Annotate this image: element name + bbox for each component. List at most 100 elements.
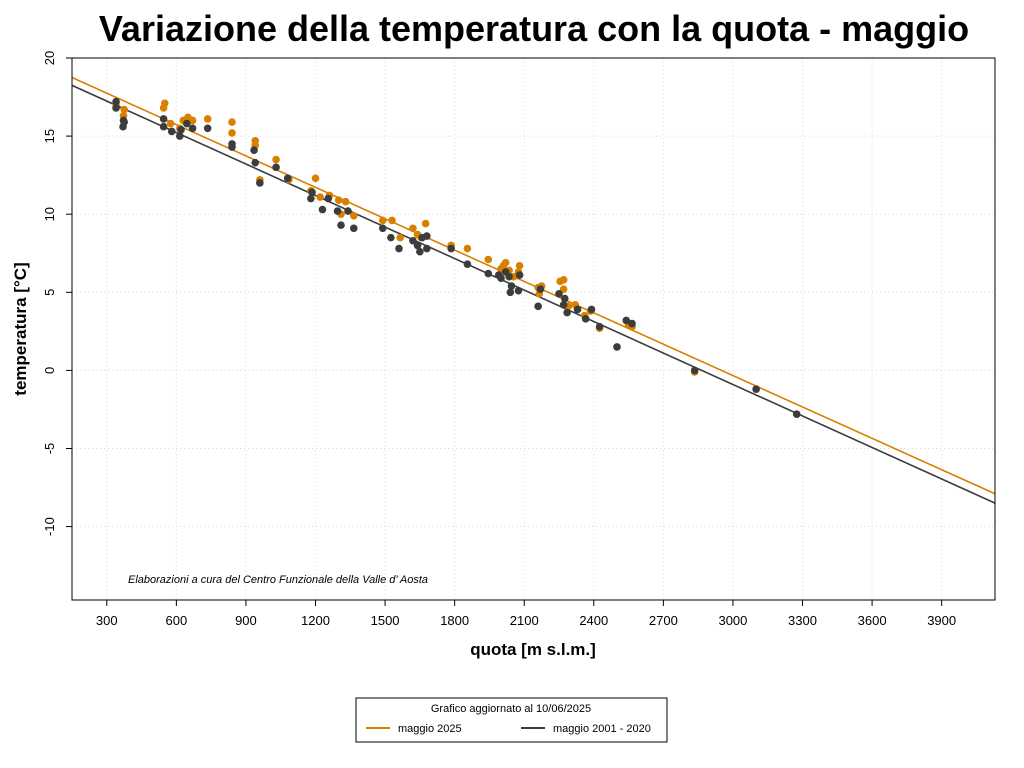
data-point-1 [559,300,568,309]
data-point-1 [167,127,176,136]
data-point-0 [341,197,350,206]
data-point-1 [283,174,292,183]
data-point-1 [595,322,604,331]
trend-line-1 [71,84,996,504]
y-tick-label: 10 [42,207,57,221]
data-point-1 [337,221,345,229]
data-point-1 [463,260,472,268]
data-point-0 [311,174,320,183]
y-tick-label: -5 [42,443,57,455]
credit-note: Elaborazioni a cura del Centro Funzional… [128,574,428,586]
data-point-0 [501,258,510,267]
data-point-1 [628,319,636,328]
trend-line-0 [71,76,996,495]
x-tick-label: 900 [235,613,257,628]
data-point-1 [423,232,431,240]
data-point-1 [484,269,493,278]
data-point-1 [203,124,212,133]
data-point-1 [349,224,358,233]
data-point-1 [159,122,168,131]
data-point-1 [176,132,184,140]
data-point-0 [559,275,568,284]
x-tick-label: 1800 [440,613,469,628]
data-point-1 [622,316,631,325]
x-axis-label: quota [m s.l.m.] [470,640,596,659]
data-point-1 [182,119,191,128]
y-tick-label: 20 [42,51,57,65]
legend: Grafico aggiornato al 10/06/2025 maggio … [355,697,668,743]
y-axis-label: temperatura [°C] [11,262,30,395]
data-point-1 [416,247,424,256]
x-tick-label: 2700 [649,613,678,628]
data-point-0 [228,129,236,137]
legend-box [355,697,668,743]
data-point-1 [344,207,352,215]
data-point-1 [120,118,128,126]
x-tick-label: 1500 [371,613,400,628]
data-point-1 [256,179,264,187]
data-point-1 [587,305,596,314]
y-tick-label: -10 [42,517,57,536]
y-tick-label: 5 [42,289,57,296]
legend-label-2025: maggio 2025 [398,723,462,735]
data-point-1 [307,194,315,203]
x-tick-label: 3300 [788,613,817,628]
data-point-1 [409,236,417,245]
x-tick-label: 3000 [718,613,747,628]
data-point-1 [514,286,523,295]
x-tick-label: 2400 [579,613,608,628]
data-point-1 [112,97,120,106]
data-point-0 [409,224,417,233]
data-point-0 [166,119,175,128]
plot-frame [71,57,996,601]
data-point-1 [333,207,342,215]
x-tick-label: 2100 [510,613,539,628]
y-tick-label: 15 [42,129,57,143]
data-point-1 [159,115,168,123]
chart-title: Variazione della temperatura con la quot… [99,8,969,49]
data-point-0 [316,193,324,201]
data-point-1 [250,146,258,154]
data-point-1 [318,205,327,214]
data-point-1 [555,290,563,298]
data-point-1 [188,124,197,133]
data-point-0 [160,99,169,108]
data-point-1 [563,308,571,317]
data-point-0 [203,115,212,123]
data-point-1 [378,224,387,233]
data-point-1 [251,158,260,167]
data-point-1 [506,288,515,297]
data-point-1 [505,272,513,281]
data-point-0 [388,216,396,225]
data-point-1 [613,343,621,351]
data-point-1 [112,104,120,112]
data-point-0 [349,211,358,220]
data-point-1 [536,285,545,293]
data-point-1 [395,244,403,253]
data-point-1 [573,305,582,314]
data-point-0 [188,116,197,125]
legend-label-2001-2020: maggio 2001 - 2020 [553,723,651,735]
data-point-0 [559,285,568,293]
data-point-1 [387,233,395,242]
data-point-1 [447,244,455,253]
x-tick-label: 300 [96,613,118,628]
data-points [112,97,801,418]
data-point-0 [463,244,472,253]
data-point-1 [561,294,569,303]
data-point-1 [581,315,590,323]
data-point-0 [120,105,128,114]
data-point-1 [507,282,516,290]
data-point-0 [228,118,236,126]
data-point-1 [228,143,236,151]
trend-lines [71,76,996,504]
data-point-1 [324,194,333,203]
data-point-0 [484,255,493,264]
x-axis: 300 600 900 1200 1500 1800 2100 2400 2700 3000 330… [96,600,956,628]
data-point-1 [413,241,422,250]
data-point-1 [272,163,280,172]
data-point-1 [497,274,505,283]
y-tick-label: 0 [42,367,57,374]
x-tick-label: 3600 [858,613,887,628]
